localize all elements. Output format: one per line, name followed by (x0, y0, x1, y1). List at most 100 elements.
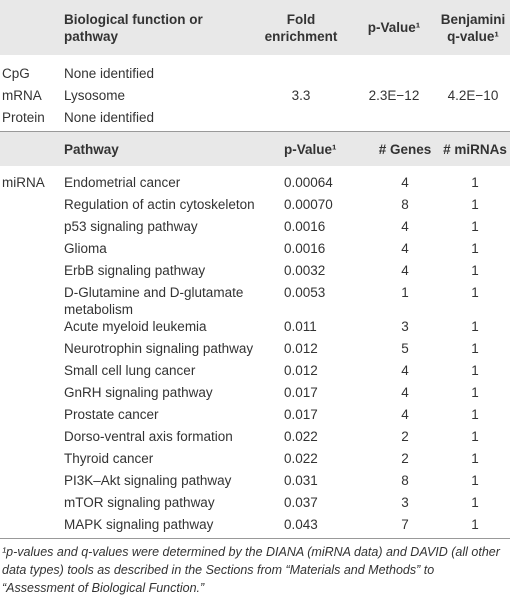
row: Prostate cancer 0.017 4 1 (0, 406, 510, 428)
row: miRNA Endometrial cancer 0.00064 4 1 (0, 166, 510, 196)
cell: 0.0016 (284, 219, 326, 234)
cell (434, 109, 510, 132)
cell: GnRH signaling pathway (64, 385, 213, 400)
cell: 0.031 (284, 473, 318, 488)
cell: mTOR signaling pathway (64, 495, 215, 510)
cell: 5 (401, 341, 409, 356)
cell (248, 109, 352, 132)
cell: D-Glutamine and D-glutamate metabolism (64, 285, 244, 317)
row: CpG None identified (0, 55, 510, 87)
row: Regulation of actin cytoskeleton 0.00070 8… (0, 196, 510, 218)
cell: 1 (471, 197, 479, 212)
row: mTOR signaling pathway 0.037 3 1 (0, 494, 510, 516)
cell: Lysosome (64, 88, 126, 103)
cell: 4 (401, 385, 409, 400)
cell (0, 516, 62, 539)
cell: 0.00070 (284, 197, 333, 212)
cell: 1 (471, 341, 479, 356)
row: MAPK signaling pathway 0.043 7 1 (0, 516, 510, 539)
cell: 1 (471, 363, 479, 378)
cell: 0.0032 (284, 263, 326, 278)
cell: PI3K–Akt signaling pathway (64, 473, 232, 488)
cell: Regulation of actin cytoskeleton (64, 197, 255, 212)
cell: miRNA (2, 175, 45, 190)
header-cell: # miRNAs (438, 132, 510, 166)
cell: Neurotrophin signaling pathway (64, 341, 254, 356)
cell: 1 (471, 517, 479, 532)
cell: 4 (401, 263, 409, 278)
cell (0, 472, 62, 494)
cell: 4 (401, 241, 409, 256)
header-cell: Pathway (62, 132, 282, 166)
cell: 1 (471, 175, 479, 190)
cell (0, 384, 62, 406)
header-cell: p-Value¹ (352, 0, 434, 55)
cell: Prostate cancer (64, 407, 159, 422)
cell (0, 284, 62, 318)
cell: Small cell lung cancer (64, 363, 196, 378)
cell (248, 55, 352, 87)
cell: 2 (401, 429, 409, 444)
row: Acute myeloid leukemia 0.011 3 1 (0, 318, 510, 340)
cell: 1 (471, 319, 479, 334)
cell: 0.022 (284, 451, 318, 466)
cell (0, 262, 62, 284)
cell: 1 (471, 241, 479, 256)
cell: 1 (401, 285, 409, 300)
cell: 0.037 (284, 495, 318, 510)
cell (0, 196, 62, 218)
cell: CpG (2, 66, 30, 81)
cell: 3.3 (291, 88, 311, 103)
cell (0, 428, 62, 450)
cell: 0.043 (284, 517, 318, 532)
header-cell: Biological function or pathway (62, 0, 248, 55)
cell: 2 (401, 451, 409, 466)
header-cell: Fold enrichment (248, 0, 352, 55)
cell: 1 (471, 429, 479, 444)
cell: 0.017 (284, 407, 318, 422)
cell: ErbB signaling pathway (64, 263, 206, 278)
cell (0, 218, 62, 240)
row: p53 signaling pathway 0.0016 4 1 (0, 218, 510, 240)
cell: Protein (2, 110, 45, 125)
cell: 1 (471, 495, 479, 510)
cell: 4 (401, 219, 409, 234)
cell: 4.2E−10 (447, 88, 499, 103)
cell (352, 109, 434, 132)
cell: 4 (401, 175, 409, 190)
row: Dorso-ventral axis formation 0.022 2 1 (0, 428, 510, 450)
cell: None identified (64, 110, 155, 125)
cell: 0.022 (284, 429, 318, 444)
cell: 1 (471, 385, 479, 400)
cell: 0.0016 (284, 241, 326, 256)
cell: 3 (401, 319, 409, 334)
cell: Acute myeloid leukemia (64, 319, 207, 334)
cell: Thyroid cancer (64, 451, 154, 466)
cell: None identified (64, 66, 155, 81)
cell: 1 (471, 285, 479, 300)
row: PI3K–Akt signaling pathway 0.031 8 1 (0, 472, 510, 494)
row: mRNA Lysosome 3.3 2.3E−12 4.2E−10 (0, 87, 510, 109)
row: D-Glutamine and D-glutamate metabolism 0.… (0, 284, 510, 318)
cell: 1 (471, 219, 479, 234)
row: Glioma 0.0016 4 1 (0, 240, 510, 262)
cell (0, 406, 62, 428)
cell: 1 (471, 407, 479, 422)
header-cell: # Genes (370, 132, 438, 166)
header-cell (0, 132, 62, 166)
cell: 4 (401, 407, 409, 422)
cell: 2.3E−12 (368, 88, 420, 103)
cell: 0.0053 (284, 285, 326, 300)
header-cell: Benjamini q-value¹ (434, 0, 510, 55)
header-row: Pathway p-Value¹ # Genes # miRNAs (0, 132, 510, 166)
cell: p53 signaling pathway (64, 219, 198, 234)
cell: Glioma (64, 241, 107, 256)
row: Small cell lung cancer 0.012 4 1 (0, 362, 510, 384)
cell: 0.017 (284, 385, 318, 400)
cell: 8 (401, 197, 409, 212)
header-cell (0, 0, 62, 55)
cell: 1 (471, 263, 479, 278)
cell: 7 (401, 517, 409, 532)
cell: mRNA (2, 88, 42, 103)
cell (0, 494, 62, 516)
